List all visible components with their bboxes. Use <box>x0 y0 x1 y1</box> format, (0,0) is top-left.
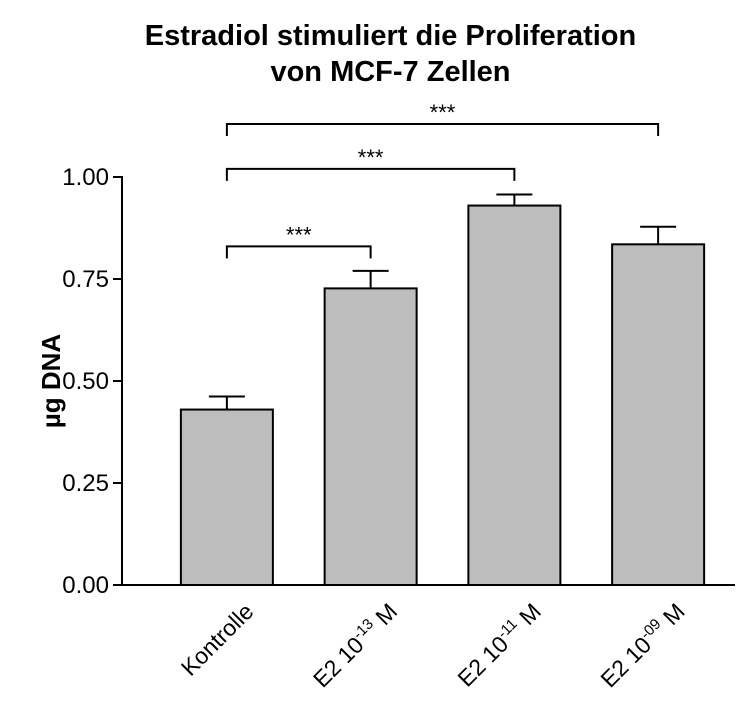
x-tick-label: E2 10-13 M <box>307 597 402 692</box>
significance-bracket <box>225 122 660 136</box>
y-axis-label: µg DNA <box>36 334 66 429</box>
bar <box>611 243 706 586</box>
chart-title-line-2: von MCF-7 Zellen <box>270 56 511 88</box>
bar <box>467 204 562 586</box>
significance-brackets: *** *** *** <box>225 100 660 259</box>
significance-label: *** <box>286 222 312 247</box>
x-tick-label: E2 10-09 M <box>595 597 690 692</box>
significance-bracket <box>225 245 372 259</box>
significance-label: *** <box>358 145 384 170</box>
y-tick-label: 0.25 <box>62 470 109 497</box>
chart-title-line-1: Estradiol stimuliert die Proliferation <box>144 20 637 52</box>
x-axis: Kontrolle E2 10-13 M E2 10-11 M E2 10-09 M <box>122 584 735 692</box>
significance-label: *** <box>430 100 456 125</box>
y-tick-label: 0.00 <box>62 572 109 599</box>
x-tick-label: Kontrolle <box>176 598 259 681</box>
bar <box>323 287 418 586</box>
y-tick-label: 0.75 <box>62 266 109 293</box>
y-axis: 0.00 0.25 0.50 0.75 1.00 <box>62 164 123 599</box>
significance-bracket <box>225 167 516 181</box>
x-tick-label: E2 10-11 M <box>452 597 546 691</box>
y-tick-label: 1.00 <box>62 164 109 191</box>
bar <box>179 408 274 586</box>
chart-title: Estradiol stimuliert die Proliferation v… <box>60 18 721 90</box>
bars <box>179 193 706 586</box>
y-tick-label: 0.50 <box>62 368 109 395</box>
